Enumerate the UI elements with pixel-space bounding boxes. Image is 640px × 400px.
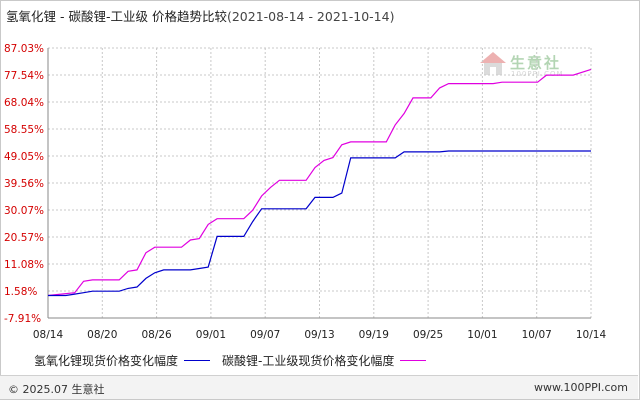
legend-swatch-series2 — [400, 360, 427, 361]
footer: © 2025.07 生意社 www.100PPI.com — [0, 375, 638, 399]
y-tick-label: 39.56% — [4, 178, 44, 190]
chart-title-main: 氢氧化锂 - 碳酸锂-工业级 价格趋势比较 — [6, 9, 227, 24]
x-tick-label: 09/13 — [304, 329, 334, 341]
series-line-2 — [47, 68, 592, 297]
y-tick-label: 49.05% — [4, 151, 44, 163]
watermark-text: 生意社 — [510, 54, 562, 72]
house-logo-icon — [480, 52, 506, 75]
legend: 氢氧化锂现货价格变化幅度 碳酸锂-工业级现货价格变化幅度 — [34, 352, 438, 369]
y-tick-label: 68.04% — [4, 97, 44, 109]
x-tick-label: 10/07 — [522, 329, 552, 341]
y-tick-label: -7.91% — [4, 313, 41, 325]
y-tick-label: 77.54% — [4, 70, 44, 82]
x-tick-label: 09/25 — [413, 329, 443, 341]
y-tick-label: 1.58% — [4, 286, 37, 298]
x-tick-label: 09/19 — [359, 329, 389, 341]
x-tick-label: 09/07 — [250, 329, 280, 341]
series-line-1 — [48, 150, 591, 297]
y-tick-label: 11.08% — [4, 259, 44, 271]
legend-item-series1: 氢氧化锂现货价格变化幅度 — [34, 352, 211, 369]
plot-border — [47, 48, 591, 319]
x-tick-label: 10/14 — [576, 329, 607, 341]
grid — [47, 47, 592, 319]
y-axis-labels: 87.03% 77.54% 68.04% 58.55% 49.05% 39.56% 30.0… — [4, 43, 44, 325]
x-tick-label: 08/14 — [33, 329, 64, 341]
x-axis-labels: 08/14 08/20 08/26 09/01 09/07 09/13 09/19 09/25… — [33, 329, 607, 341]
chart-title-range: (2021-08-14 - 2021-10-14) — [226, 9, 395, 24]
y-tick-label: 20.57% — [4, 232, 44, 244]
y-tick-label: 87.03% — [4, 43, 44, 55]
x-tick-label: 08/26 — [141, 329, 172, 341]
x-tick-label: 09/01 — [196, 329, 226, 341]
legend-label-series1: 氢氧化锂现货价格变化幅度 — [34, 354, 179, 368]
legend-swatch-series1 — [184, 360, 211, 361]
x-tick-label: 08/20 — [87, 329, 117, 341]
y-tick-label: 58.55% — [4, 124, 44, 136]
x-tick-label: 10/01 — [467, 329, 497, 341]
footer-copyright: © 2025.07 生意社 — [8, 383, 105, 396]
legend-item-series2: 碳酸锂-工业级现货价格变化幅度 — [222, 352, 427, 369]
series-lines — [47, 68, 592, 297]
legend-label-series2: 碳酸锂-工业级现货价格变化幅度 — [222, 354, 395, 368]
footer-site-link[interactable]: www.100PPI.com — [534, 381, 628, 394]
y-tick-label: 30.07% — [4, 205, 44, 217]
chart-title: 氢氧化锂 - 碳酸锂-工业级 价格趋势比较(2021-08-14 - 2021-… — [6, 6, 394, 25]
